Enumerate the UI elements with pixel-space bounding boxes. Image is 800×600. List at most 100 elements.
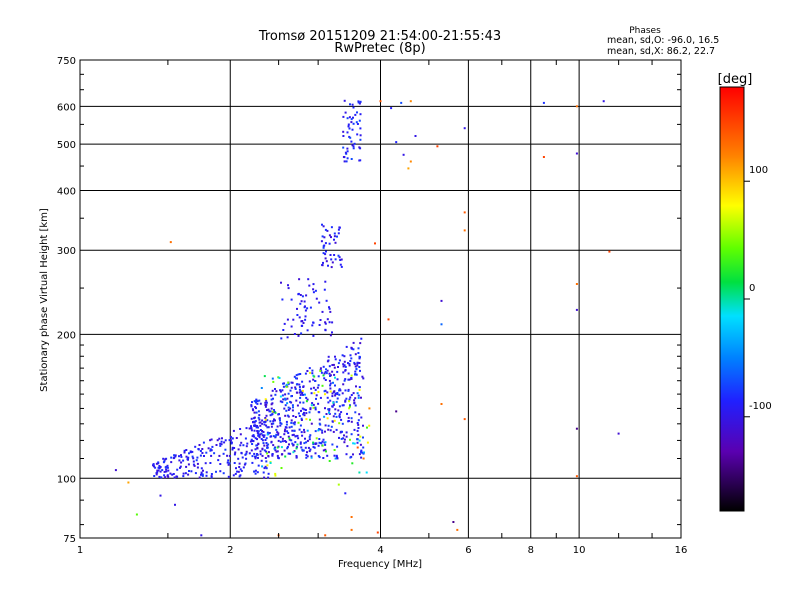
data-point [356,133,359,136]
data-point [354,373,357,375]
data-point [325,299,328,302]
data-point [219,444,222,447]
data-point [185,455,188,458]
data-point [309,306,312,309]
data-point [324,393,326,396]
data-point [291,442,294,445]
data-point [298,428,301,431]
x-tick-label: 4 [377,545,383,556]
data-point [169,472,172,475]
data-point [261,434,264,437]
data-point [299,441,302,444]
data-point [314,388,317,391]
data-point [287,409,290,411]
data-point [359,134,362,137]
data-point [302,386,305,388]
data-point [342,156,345,158]
data-point [362,377,365,380]
data-point [173,476,176,479]
data-point [310,392,313,395]
data-point [196,462,199,465]
data-point [356,429,359,432]
data-point [262,471,265,474]
data-point [350,121,353,124]
data-point [329,429,332,432]
data-point [324,257,327,260]
data-point [352,145,355,148]
data-point [274,411,277,414]
data-point [265,437,268,440]
data-point [290,386,293,389]
data-point [327,264,329,267]
data-point [287,392,290,395]
data-point [300,431,303,434]
data-point [259,433,262,436]
data-point [287,432,290,434]
data-point [357,396,360,399]
data-point [358,119,361,122]
data-point [349,396,352,399]
data-point [301,434,304,437]
data-point [357,101,360,104]
data-point [314,452,317,455]
data-point [342,437,345,440]
data-point [271,377,274,380]
data-point [222,452,225,455]
data-point [282,385,285,388]
data-point [575,152,578,155]
data-point [305,418,308,421]
data-point [255,453,258,456]
data-point [355,121,358,124]
data-point [310,455,313,458]
data-point [275,433,278,436]
data-point [270,425,273,428]
data-point [251,461,254,464]
data-point [317,375,320,378]
data-point [336,397,339,400]
data-point [273,447,276,450]
data-point [281,437,284,440]
data-point [308,284,311,287]
y-tick-label: 200 [57,330,76,341]
data-point [348,400,350,403]
data-point [340,265,343,268]
data-point [288,443,290,446]
data-point [336,392,339,394]
data-point [229,439,232,442]
data-point [359,356,361,359]
data-point [257,456,259,459]
data-point [264,465,267,468]
data-point [338,416,341,419]
data-point [284,414,287,417]
data-point [357,347,360,350]
data-point [324,242,327,245]
data-point [280,337,283,340]
x-tick-label: 6 [465,545,471,556]
data-point [295,446,298,449]
data-point [305,294,308,297]
data-point [302,413,305,416]
data-point [316,386,319,389]
data-point [335,428,338,431]
data-point [357,419,360,422]
data-point [275,428,278,431]
data-point [327,355,330,358]
data-point [360,456,363,459]
data-point [328,408,331,411]
data-point [333,373,336,376]
data-point [575,475,578,478]
data-point [250,405,253,408]
data-point [340,418,343,421]
data-point [261,454,264,457]
data-point [310,404,313,407]
data-point [326,417,329,420]
data-point [205,471,208,474]
data-point [332,381,334,384]
data-point [114,469,117,472]
data-point [201,473,204,476]
data-point [303,442,306,445]
data-point [263,444,266,447]
plot-frame [79,59,682,539]
data-point [318,441,321,444]
data-point [256,430,259,432]
